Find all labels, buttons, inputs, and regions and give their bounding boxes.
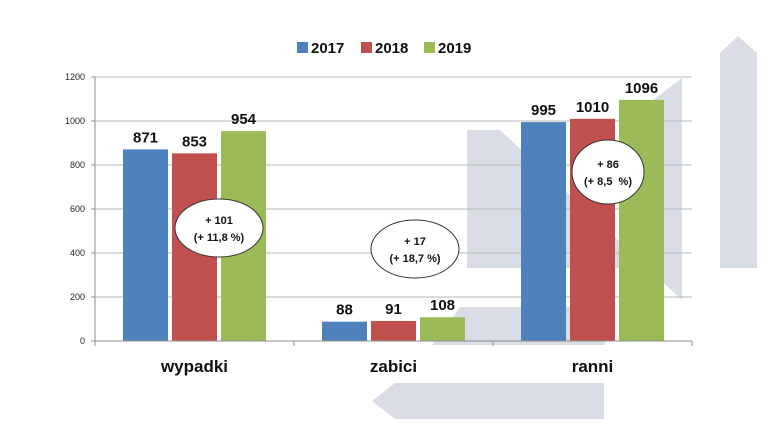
annotation-zabici: + 17 (+ 18,7 %) (370, 219, 460, 279)
annotation-ellipse (571, 139, 645, 205)
y-tick-label: 200 (70, 292, 85, 302)
annotation-change: + 17 (404, 236, 426, 248)
x-axis: wypadki zabici ranni (94, 340, 693, 376)
data-label-zabici-2018: 91 (385, 301, 402, 318)
y-tick-label: 800 (70, 160, 85, 170)
data-label-ranni-2018: 1010 (576, 99, 609, 116)
legend-item-2018: 2018 (361, 40, 408, 57)
bar-wypadki-2017 (123, 149, 168, 341)
legend: 2017 2018 2019 (297, 40, 471, 57)
annotation-percent: (+ 8,5 %) (584, 176, 632, 188)
legend-item-2017: 2017 (297, 40, 344, 57)
y-tick-label: 1000 (65, 116, 85, 126)
y-axis: 0 200 400 600 800 1000 1200 (65, 72, 96, 346)
y-tick-label: 1200 (65, 72, 85, 82)
category-label-ranni: ranni (572, 357, 614, 376)
legend-swatch (361, 42, 372, 53)
annotation-ellipse (370, 219, 460, 279)
bar-ranni-2017 (521, 122, 566, 341)
bar-zabici-2018 (371, 320, 416, 341)
data-label-wypadki-2017: 871 (133, 129, 158, 146)
legend-label: 2017 (311, 40, 344, 57)
annotation-percent: (+ 18,7 %) (389, 253, 440, 265)
annotation-ranni: + 86 (+ 8,5 %) (571, 139, 645, 205)
annotation-percent: (+ 11,8 %) (194, 232, 245, 244)
data-label-wypadki-2018: 853 (182, 133, 207, 150)
data-label-ranni-2019: 1096 (625, 80, 658, 97)
data-label-wypadki-2019: 954 (231, 111, 257, 128)
background-diagonal-band-2 (467, 213, 520, 268)
category-label-wypadki: wypadki (160, 357, 228, 376)
y-tick-label: 400 (70, 248, 85, 258)
data-label-zabici-2019: 108 (430, 297, 455, 314)
legend-label: 2018 (375, 40, 408, 57)
legend-item-2019: 2019 (424, 40, 471, 57)
data-labels: 871 853 954 88 91 108 995 1010 1096 (133, 80, 658, 319)
background-up-arrow (720, 36, 757, 268)
y-tick-label: 600 (70, 204, 85, 214)
bar-zabici-2019 (420, 317, 465, 341)
legend-label: 2019 (438, 40, 471, 57)
bar-ranni-2019 (619, 99, 664, 341)
annotation-change: + 86 (597, 159, 619, 171)
background-left-arrow (372, 383, 604, 419)
annotation-wypadki: + 101 (+ 11,8 %) (174, 198, 264, 258)
category-label-zabici: zabici (370, 357, 417, 376)
annotation-ellipse (174, 198, 264, 258)
data-label-ranni-2017: 995 (531, 102, 556, 119)
annotation-change: + 101 (205, 215, 233, 227)
data-label-zabici-2017: 88 (336, 302, 353, 319)
bar-zabici-2017 (322, 321, 367, 341)
legend-swatch (297, 42, 308, 53)
annotations: + 101 (+ 11,8 %) + 17 (+ 18,7 %) + 86 (+ 8,5 … (174, 139, 645, 279)
y-tick-label: 0 (80, 336, 85, 346)
legend-swatch (424, 42, 435, 53)
